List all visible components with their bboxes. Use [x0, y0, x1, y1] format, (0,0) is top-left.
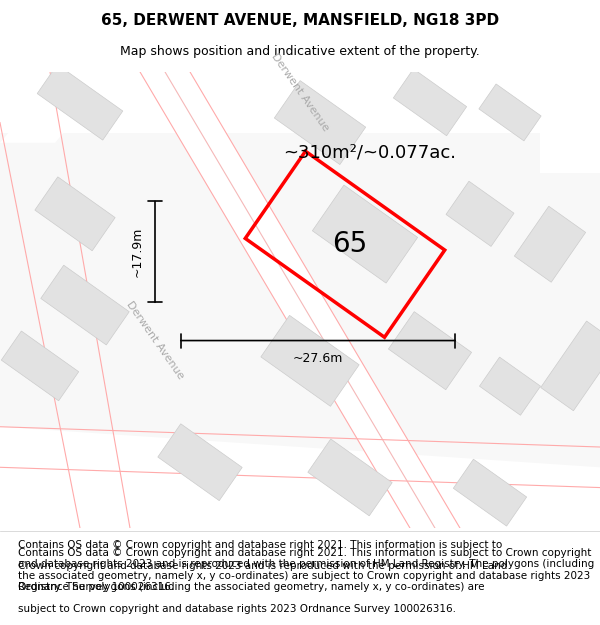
Polygon shape [1, 331, 79, 401]
Text: subject to Crown copyright and database rights 2023 Ordnance Survey 100026316.: subject to Crown copyright and database … [18, 604, 456, 614]
Polygon shape [35, 177, 115, 251]
Text: ~17.9m: ~17.9m [131, 227, 143, 277]
Text: ~27.6m: ~27.6m [293, 352, 343, 365]
Polygon shape [454, 459, 527, 526]
Polygon shape [388, 312, 472, 390]
Polygon shape [446, 181, 514, 246]
Polygon shape [313, 185, 418, 283]
Polygon shape [37, 64, 123, 140]
Polygon shape [0, 427, 600, 528]
Text: Crown copyright and database rights 2023 and is reproduced with the permission o: Crown copyright and database rights 2023… [18, 561, 508, 571]
Text: 65, DERWENT AVENUE, MANSFIELD, NG18 3PD: 65, DERWENT AVENUE, MANSFIELD, NG18 3PD [101, 12, 499, 28]
Polygon shape [140, 72, 460, 528]
Polygon shape [308, 439, 392, 516]
Text: Map shows position and indicative extent of the property.: Map shows position and indicative extent… [120, 45, 480, 58]
Text: 65: 65 [332, 230, 368, 258]
Polygon shape [41, 265, 129, 345]
Text: Contains OS data © Crown copyright and database right 2021. This information is : Contains OS data © Crown copyright and d… [18, 548, 594, 592]
Polygon shape [274, 81, 365, 164]
Text: Contains OS data © Crown copyright and database right 2021. This information is : Contains OS data © Crown copyright and d… [18, 540, 502, 550]
Text: Derwent Avenue: Derwent Avenue [124, 300, 185, 381]
Polygon shape [514, 206, 586, 282]
Polygon shape [0, 72, 115, 143]
Polygon shape [261, 316, 359, 406]
Polygon shape [479, 357, 541, 415]
Polygon shape [394, 69, 467, 136]
Polygon shape [158, 424, 242, 501]
Text: Registry. The polygons (including the associated geometry, namely x, y co-ordina: Registry. The polygons (including the as… [18, 582, 485, 592]
Polygon shape [0, 72, 600, 132]
Text: ~310m²/~0.077ac.: ~310m²/~0.077ac. [284, 144, 457, 162]
Text: Derwent Avenue: Derwent Avenue [269, 51, 331, 133]
Polygon shape [479, 84, 541, 141]
Polygon shape [540, 72, 600, 173]
Polygon shape [541, 321, 600, 411]
